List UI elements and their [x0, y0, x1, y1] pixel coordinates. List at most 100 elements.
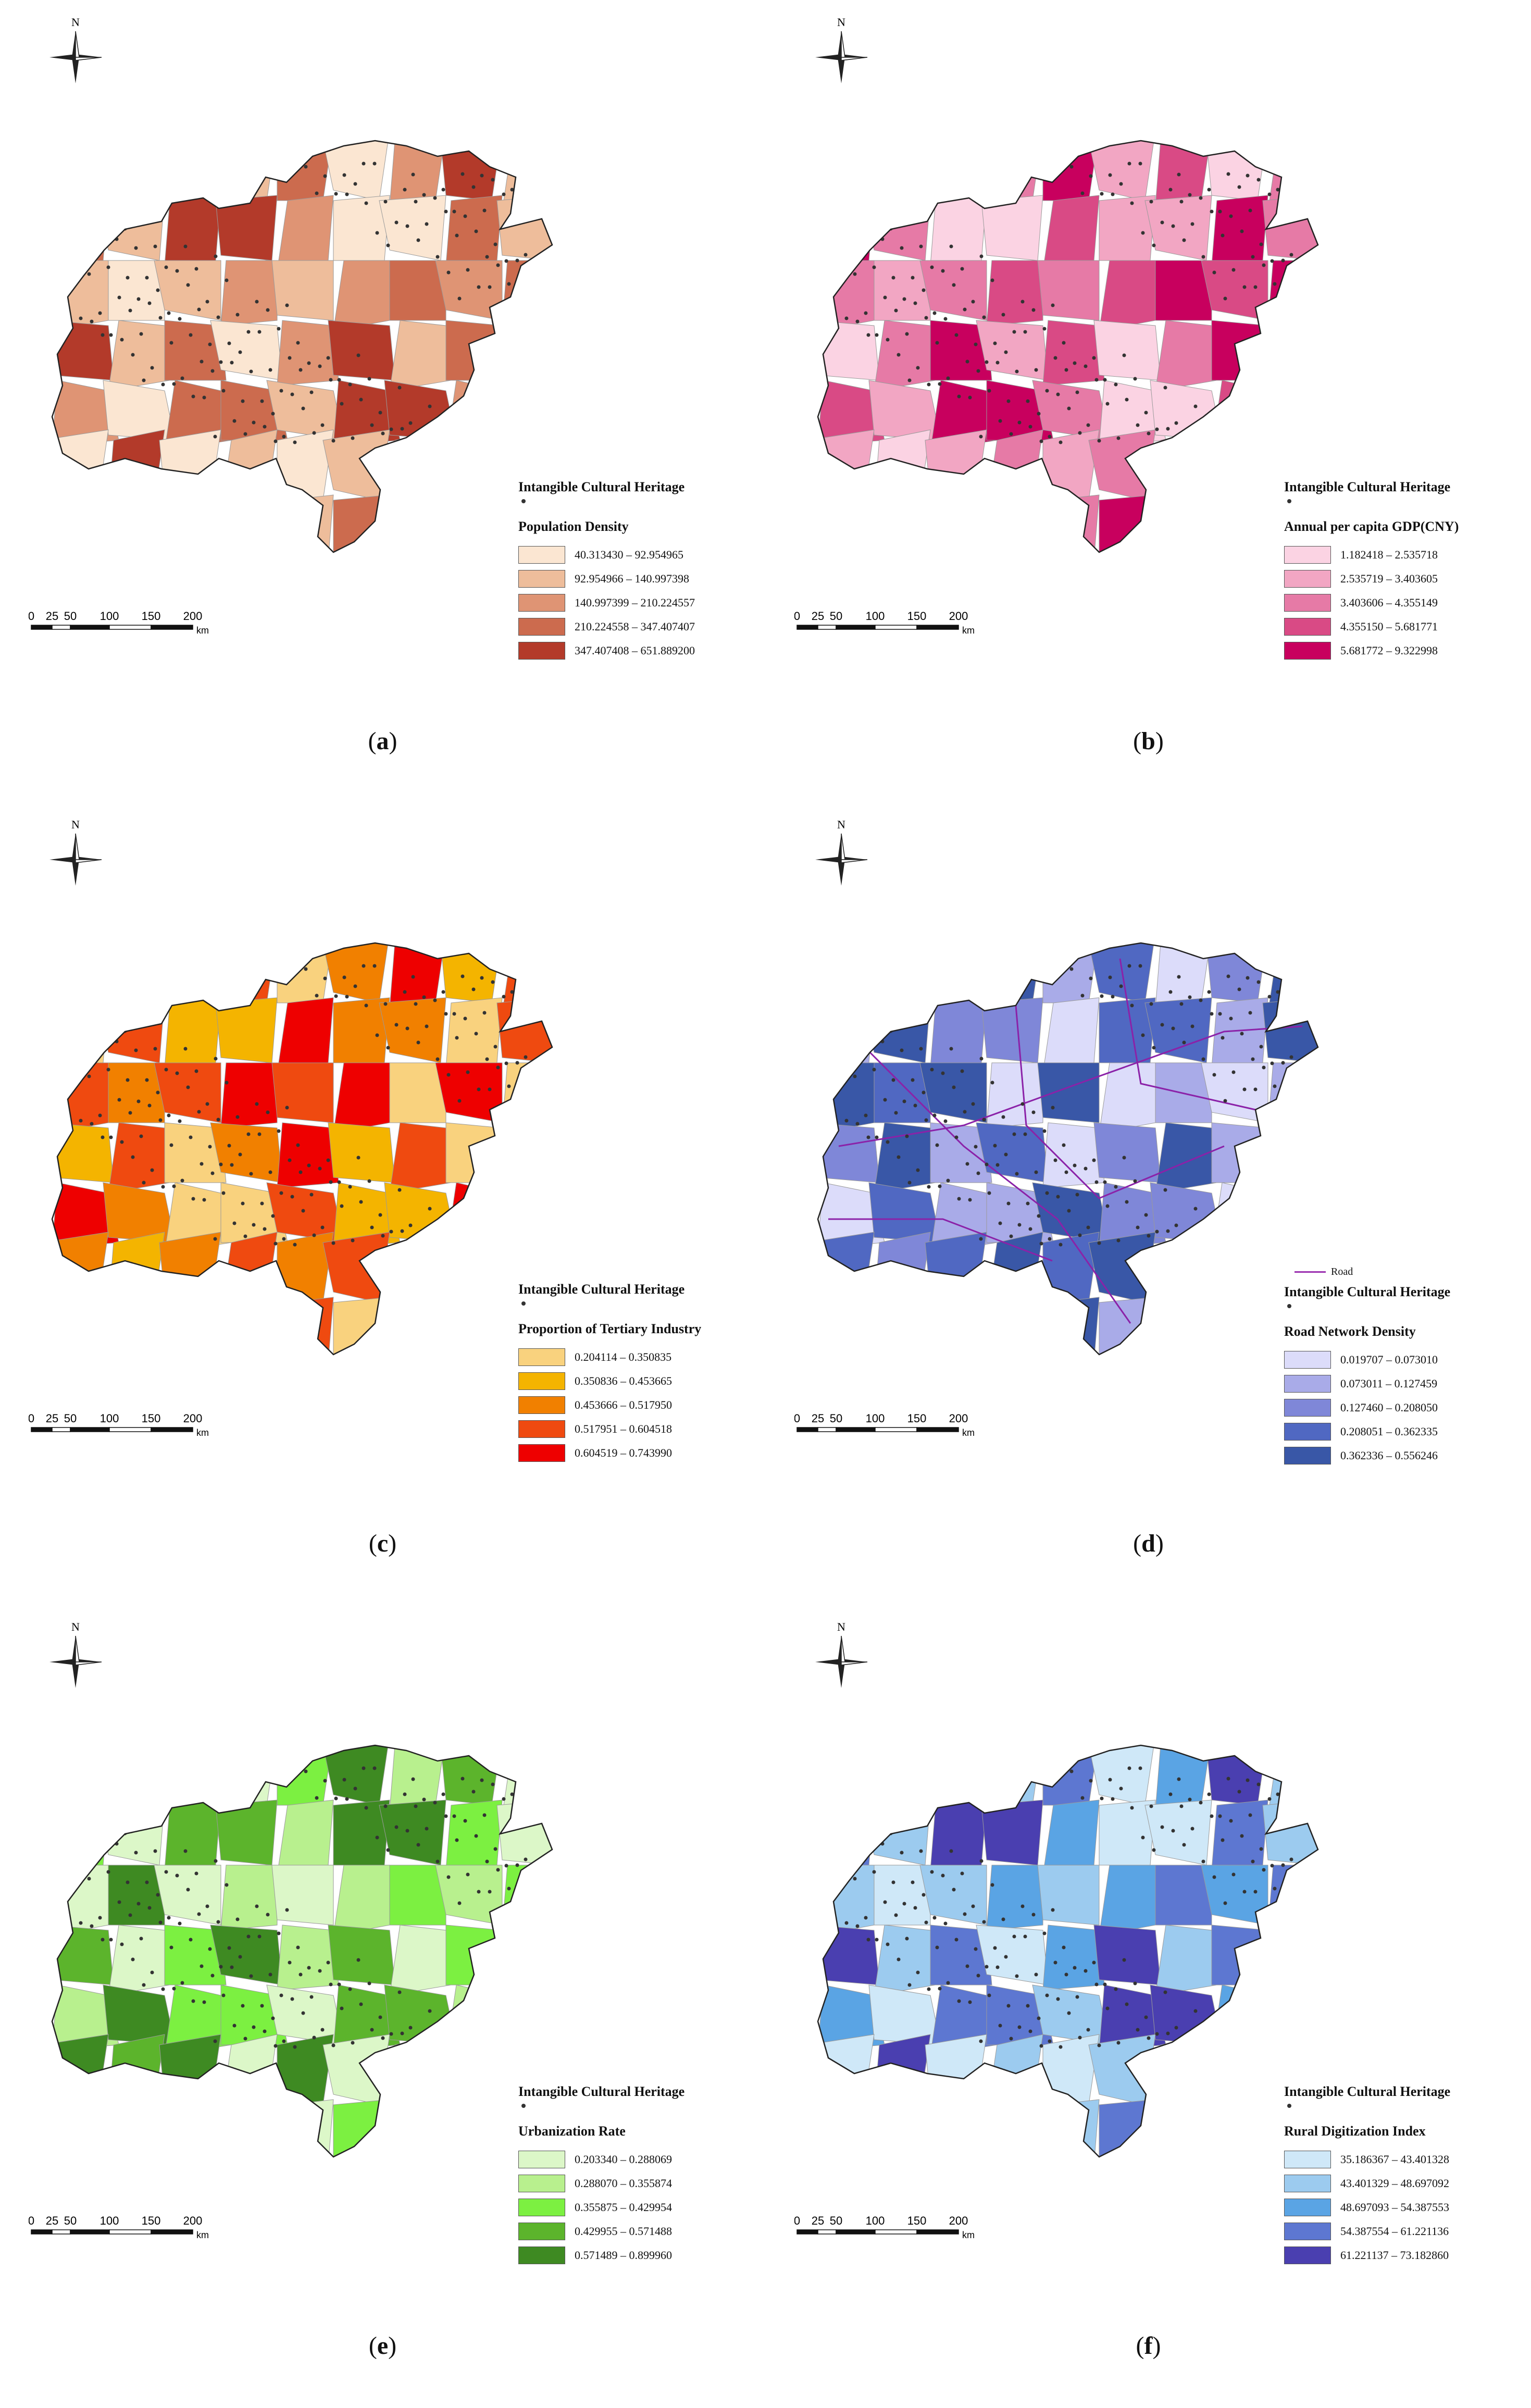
heritage-site-dot [386, 1046, 390, 1050]
north-label: N [837, 16, 845, 29]
heritage-site-dot [1039, 1242, 1043, 1246]
heritage-site-dot [1235, 444, 1239, 448]
region-polygon [874, 320, 936, 391]
heritage-site-dot [480, 173, 484, 178]
region-polygon [818, 141, 875, 201]
heritage-site-dot [908, 1009, 912, 1013]
heritage-site-dot [499, 1769, 503, 1773]
heritage-site-dot [1012, 1132, 1016, 1136]
legend-class-label: 1.182418 – 2.535718 [1340, 548, 1438, 561]
heritage-site-dot [169, 1143, 173, 1147]
north-label: N [837, 1620, 845, 1633]
heritage-site-dot [850, 1841, 854, 1845]
heritage-site-dot [837, 1764, 841, 1768]
heritage-site-dot [982, 1920, 986, 1924]
scale-segment [817, 625, 837, 630]
heritage-site-dot [263, 2029, 267, 2033]
heritage-site-dot [117, 1098, 121, 1102]
heritage-site-dot [351, 2041, 355, 2045]
heritage-site-dot [202, 2000, 206, 2004]
scale-segment [796, 1427, 818, 1432]
scale-tick-label: 200 [949, 1412, 968, 1425]
region-polygon [1093, 1122, 1161, 1183]
scale-segment [52, 2229, 71, 2235]
ich-dot-symbol [1287, 1304, 1291, 1308]
region-polygon [502, 1062, 552, 1128]
heritage-site-dot [1039, 2044, 1043, 2048]
heritage-site-dot [949, 244, 953, 249]
ich-legend-label: Intangible Cultural Heritage [518, 2084, 685, 2099]
region-polygon [445, 320, 508, 381]
heritage-site-dot [1179, 1804, 1184, 1808]
heritage-site-dot [337, 1982, 341, 1987]
heritage-site-dot [1042, 1931, 1047, 1935]
region-polygon [1267, 1745, 1318, 1816]
heritage-site-dot [1157, 2055, 1162, 2059]
panel-letter: f [1144, 2332, 1153, 2360]
heritage-site-dot [900, 1048, 904, 1052]
heritage-site-dot [968, 395, 972, 400]
region-polygon [389, 943, 446, 1009]
heritage-site-dot [911, 1078, 915, 1082]
map-panel-d: N Road Intangible Cultural Heritage Road Ne… [766, 802, 1531, 1605]
scale-tick-label: 50 [830, 610, 842, 623]
legend-class-label: 0.453666 – 0.517950 [575, 1398, 672, 1411]
region-polygon [1155, 943, 1212, 1009]
legend-class-label: 0.350836 – 0.453665 [575, 1374, 672, 1387]
heritage-site-dot [95, 1048, 99, 1052]
scale-segment [31, 1427, 53, 1432]
legend-class-label: 2.535719 – 3.403605 [1340, 572, 1438, 585]
heritage-site-dot [943, 317, 948, 321]
heritage-site-dot [1270, 1061, 1274, 1065]
scale-tick-label: 150 [142, 1412, 161, 1425]
heritage-site-dot [241, 399, 245, 403]
region-polygon [52, 1925, 114, 1985]
heritage-site-dot [235, 1115, 240, 1119]
heritage-site-dot [1053, 356, 1057, 360]
heritage-site-dot [905, 1937, 909, 1941]
heritage-site-dot [995, 1965, 1000, 1969]
region-polygon [389, 429, 446, 506]
scale-segment [796, 2229, 818, 2235]
heritage-site-dot [987, 1993, 991, 1997]
heritage-site-dot [71, 1764, 75, 1768]
region-polygon [277, 997, 334, 1074]
scale-tick-label: 0 [794, 1412, 800, 1425]
heritage-site-dot [480, 1778, 484, 1782]
heritage-site-dot [279, 1191, 283, 1195]
heritage-site-dot [1100, 994, 1104, 998]
heritage-site-dot [323, 1779, 327, 1783]
region-polygon [1155, 141, 1212, 206]
heritage-site-dot [416, 238, 420, 242]
heritage-site-dot [848, 1789, 852, 1793]
heritage-site-dot [389, 427, 393, 431]
heritage-site-dot [150, 366, 154, 370]
heritage-site-dot [488, 1890, 492, 1894]
heritage-site-dot [1177, 975, 1181, 979]
heritage-site-dot [1226, 1777, 1230, 1781]
heritage-site-dot [1097, 439, 1101, 443]
region-polygon [389, 2034, 446, 2111]
heritage-site-dot [249, 1974, 253, 1978]
region-polygon [818, 2099, 875, 2157]
road-line [1015, 1005, 1225, 1199]
heritage-site-dot [513, 217, 517, 221]
legend-swatch [518, 1396, 565, 1414]
north-arrow-icon: N [49, 16, 102, 83]
heritage-site-dot [208, 342, 212, 346]
scale-tick-label: 150 [907, 610, 927, 623]
heritage-site-dot [866, 1135, 870, 1139]
heritage-site-dot [230, 1163, 234, 1167]
heritage-site-dot [858, 219, 863, 223]
heritage-site-dot [225, 278, 229, 282]
heritage-site-dot [515, 1061, 519, 1065]
region-polygon [930, 2099, 987, 2157]
legend-swatch [518, 1348, 565, 1366]
region-polygon [108, 320, 170, 391]
legend-class-label: 0.208051 – 0.362335 [1340, 1425, 1438, 1438]
heritage-site-dot [1075, 1193, 1079, 1197]
heritage-site-dot [1080, 1796, 1085, 1800]
heritage-site-dot [414, 200, 418, 204]
region-polygon [1093, 320, 1161, 381]
heritage-site-dot [296, 341, 300, 345]
